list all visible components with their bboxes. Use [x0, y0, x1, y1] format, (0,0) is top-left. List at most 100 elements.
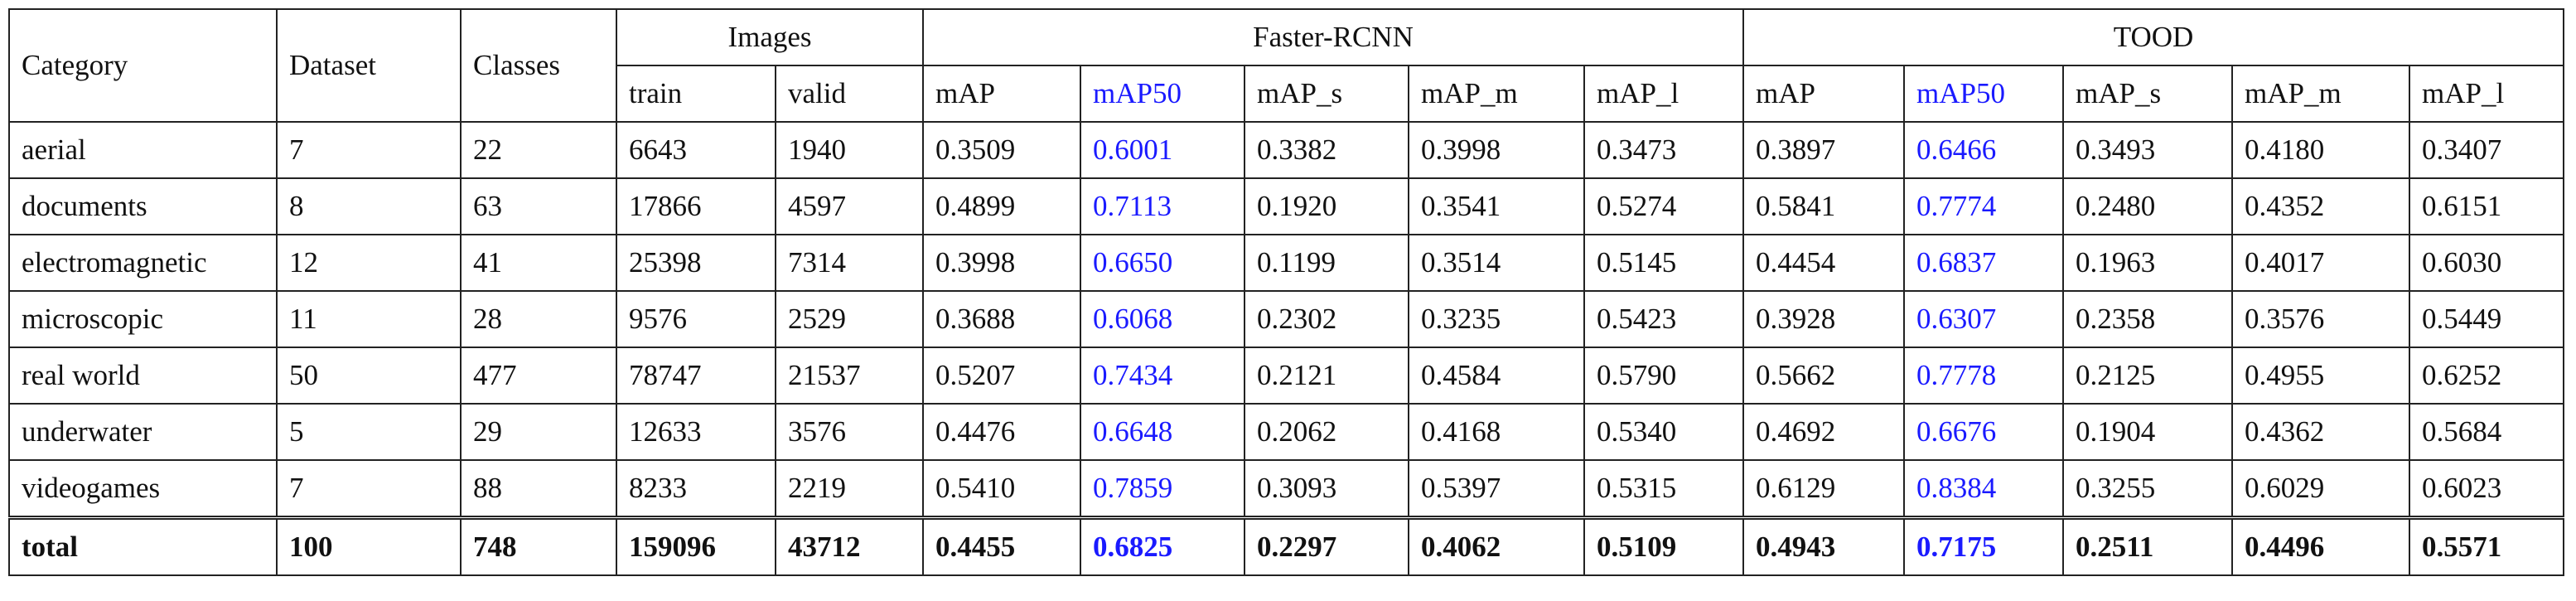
cell: 0.4692 [1742, 403, 1905, 461]
cell: 0.4454 [1742, 234, 1905, 292]
cell: 0.6151 [2409, 177, 2564, 235]
cell: 0.5662 [1742, 347, 1905, 405]
cell: 0.6676 [1903, 403, 2064, 461]
cell: 0.5274 [1583, 177, 1744, 235]
header-cell: mAP_l [1583, 65, 1744, 123]
header-row: Category Dataset Classes Images Faster-R… [8, 8, 2564, 123]
cell: 0.4899 [922, 177, 1081, 235]
cell: 0.4496 [2231, 516, 2410, 576]
header-group: Faster-RCNN [922, 8, 1744, 66]
cell: 0.1920 [1244, 177, 1409, 235]
header-row: train valid mAP mAP50 mAP_s mAP_m mAP_l mAP mA… [9, 65, 2564, 123]
cell: 0.1904 [2062, 403, 2233, 461]
cell: 0.7175 [1903, 516, 2064, 576]
cell: 0.4955 [2231, 347, 2410, 405]
cell: 17866 [616, 177, 776, 235]
cell: 50 [276, 347, 462, 405]
cell: 0.5571 [2409, 516, 2564, 576]
cell: 0.8384 [1903, 459, 2064, 519]
cell: 0.6837 [1903, 234, 2064, 292]
cell: 477 [460, 347, 617, 405]
header-cell: mAP_m [1408, 65, 1585, 123]
cell: 0.3093 [1244, 459, 1409, 519]
cell: 88 [460, 459, 617, 519]
cell: 0.4017 [2231, 234, 2410, 292]
cell: 0.6650 [1080, 234, 1245, 292]
cell: total [8, 516, 278, 576]
cell: 0.3897 [1742, 121, 1905, 179]
cell: 0.5315 [1583, 459, 1744, 519]
cell: 5 [276, 403, 462, 461]
cell: 0.3998 [1408, 121, 1585, 179]
cell: 0.2511 [2062, 516, 2233, 576]
cell: 22 [460, 121, 617, 179]
cell: 0.3541 [1408, 177, 1585, 235]
cell: 9576 [616, 290, 776, 348]
cell: 0.3576 [2231, 290, 2410, 348]
cell: 6643 [616, 121, 776, 179]
cell: 100 [276, 516, 462, 576]
cell: 0.3382 [1244, 121, 1409, 179]
cell: 0.3998 [922, 234, 1081, 292]
cell: 7 [276, 121, 462, 179]
cell: 25398 [616, 234, 776, 292]
cell: 1940 [775, 121, 924, 179]
cell: 0.6252 [2409, 347, 2564, 405]
cell: 0.4168 [1408, 403, 1585, 461]
cell: 748 [460, 516, 617, 576]
data-row: aerial 7 22 6643 1940 0.3509 0.6001 0.3382 0.399… [8, 121, 2564, 179]
cell: 21537 [775, 347, 924, 405]
cell: 63 [460, 177, 617, 235]
cell: 0.5684 [2409, 403, 2564, 461]
cell: 0.6648 [1080, 403, 1245, 461]
header-cell: mAP50 [1080, 65, 1245, 123]
cell: 0.6466 [1903, 121, 2064, 179]
cell: 0.6825 [1080, 516, 1245, 576]
cell: videogames [8, 459, 278, 519]
data-row: underwater 5 29 12633 3576 0.4476 0.6648 0.2062… [8, 403, 2564, 461]
header-group: Images [616, 8, 924, 66]
cell: 0.3407 [2409, 121, 2564, 179]
cell: 0.5423 [1583, 290, 1744, 348]
cell: 0.4062 [1408, 516, 1585, 576]
cell: 0.5841 [1742, 177, 1905, 235]
cell: 0.3255 [2062, 459, 2233, 519]
cell: 0.5109 [1583, 516, 1744, 576]
cell: 0.4362 [2231, 403, 2410, 461]
cell: 7314 [775, 234, 924, 292]
cell: aerial [8, 121, 278, 179]
cell: 3576 [775, 403, 924, 461]
cell: 0.4455 [922, 516, 1081, 576]
total-row: total 100 748 159096 43712 0.4455 0.6825 0.2297… [8, 516, 2564, 576]
data-row: documents 8 63 17866 4597 0.4899 0.7113 0.1920 0… [8, 177, 2564, 235]
cell: 0.1963 [2062, 234, 2233, 292]
cell: 0.5145 [1583, 234, 1744, 292]
cell: 43712 [775, 516, 924, 576]
cell: 0.2125 [2062, 347, 2233, 405]
header-cell: mAP [1742, 65, 1905, 123]
header-cell: mAP_s [2062, 65, 2233, 123]
cell: 8233 [616, 459, 776, 519]
cell: 0.5449 [2409, 290, 2564, 348]
data-row: videogames 7 88 8233 2219 0.5410 0.7859 0.3093 0… [8, 459, 2564, 519]
cell: 4597 [775, 177, 924, 235]
cell: 0.6068 [1080, 290, 1245, 348]
cell: 2529 [775, 290, 924, 348]
header-group: TOOD [1742, 8, 2564, 66]
header-cell: mAP50 [1903, 65, 2064, 123]
cell: 0.5790 [1583, 347, 1744, 405]
cell: 0.2302 [1244, 290, 1409, 348]
cell: 8 [276, 177, 462, 235]
cell: 0.7434 [1080, 347, 1245, 405]
cell: 0.2297 [1244, 516, 1409, 576]
cell: real world [8, 347, 278, 405]
cell: 0.2062 [1244, 403, 1409, 461]
data-row: microscopic 11 28 9576 2529 0.3688 0.6068 0.230… [8, 290, 2564, 348]
header-cell: valid [775, 65, 924, 123]
cell: 0.5397 [1408, 459, 1585, 519]
cell: 0.6030 [2409, 234, 2564, 292]
cell: microscopic [8, 290, 278, 348]
data-row: electromagnetic 12 41 25398 7314 0.3998 0.6650… [8, 234, 2564, 292]
cell: documents [8, 177, 278, 235]
